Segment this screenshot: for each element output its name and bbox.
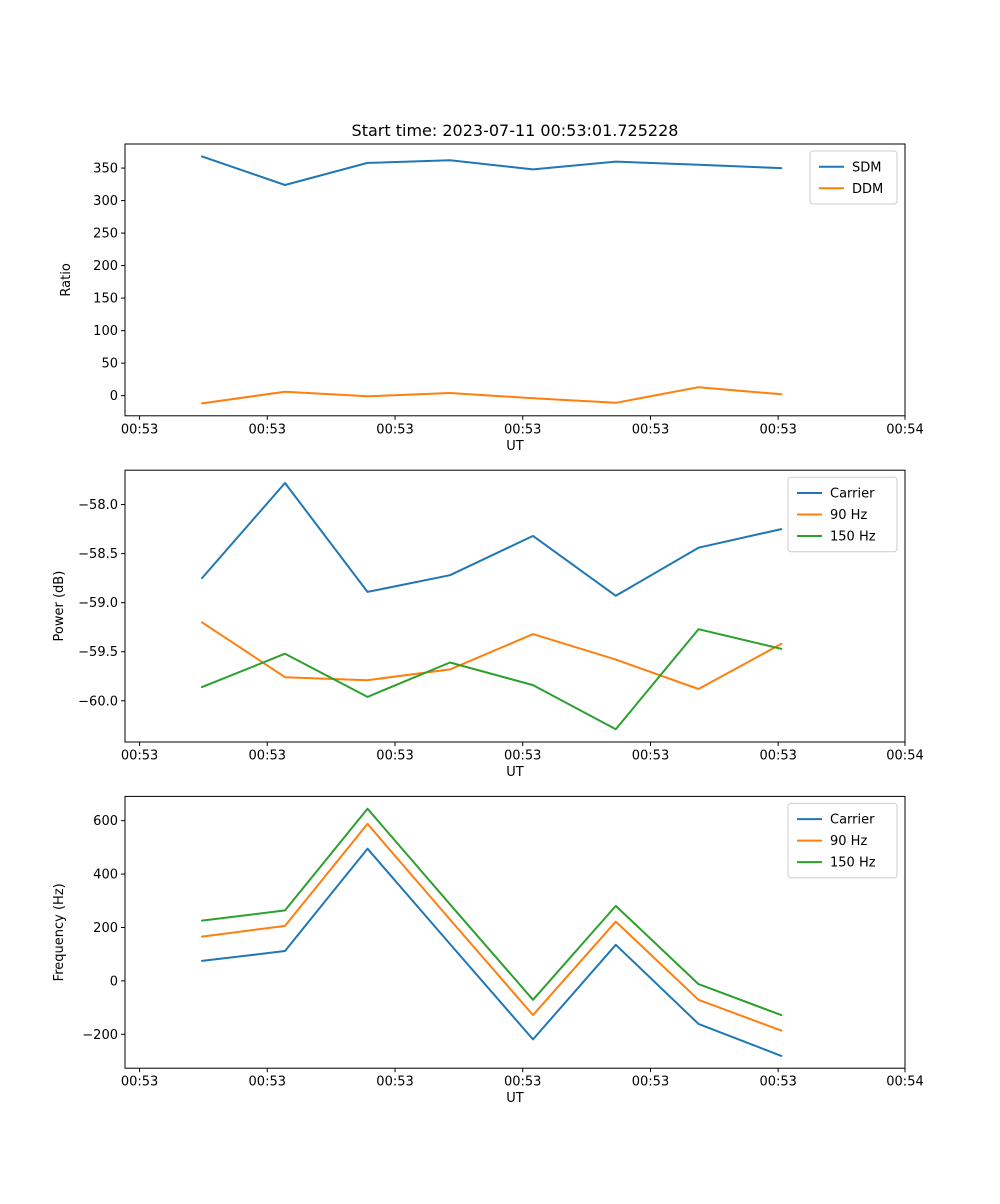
chart-1: 0 50 100 150 200 250 300 350 00:53 00:53 00:53 00:5…	[59, 143, 924, 454]
y-tick-label: −59.5	[78, 645, 118, 660]
legend-label: 150 Hz	[830, 856, 876, 871]
x-tick-label: 00:54	[886, 422, 923, 437]
legend: Carrier 90 Hz 150 Hz	[787, 802, 898, 879]
y-tick-label: −200	[82, 1028, 118, 1043]
legend-label: 150 Hz	[830, 529, 876, 544]
y-tick-label: 350	[93, 162, 118, 177]
90-hz-line	[201, 621, 783, 690]
x-tick-label: 00:53	[504, 1075, 541, 1090]
y-tick-label: 600	[93, 814, 118, 829]
x-tick-label: 00:53	[249, 1075, 286, 1090]
legend-label: Carrier	[830, 813, 875, 828]
ddm-line	[201, 386, 783, 405]
axes-frame	[124, 143, 906, 417]
x-tick-label: 00:54	[886, 749, 923, 764]
y-axis-label: Frequency (Hz)	[52, 883, 67, 981]
y-tick-label: −58.5	[78, 547, 118, 562]
150-hz-line	[201, 628, 783, 731]
x-tick-label: 00:53	[249, 749, 286, 764]
legend-box	[787, 802, 898, 879]
x-tick-label: 00:53	[504, 422, 541, 437]
y-tick-label: −60.0	[78, 694, 118, 709]
legend-label: 90 Hz	[830, 508, 867, 523]
y-tick-label: 300	[93, 194, 118, 209]
x-tick-label: 00:53	[632, 749, 669, 764]
y-tick-label: −58.0	[78, 498, 118, 513]
y-tick-label: 0	[110, 974, 118, 989]
x-axis-label: UT	[506, 765, 524, 780]
90-hz-line	[201, 822, 783, 1032]
legend-box	[787, 476, 898, 553]
x-tick-label: 00:53	[376, 1075, 413, 1090]
axes-frame	[124, 469, 906, 743]
axes-frame	[124, 795, 906, 1069]
legend: Carrier 90 Hz 150 Hz	[787, 476, 898, 553]
x-tick-label: 00:53	[121, 422, 158, 437]
legend-label: DDM	[852, 182, 883, 197]
y-tick-label: 150	[93, 292, 118, 307]
x-tick-label: 00:53	[121, 1075, 158, 1090]
chart-2: −58.0 −58.5 −59.0 −59.5 −60.0 00:53 00:53 00:53…	[52, 469, 924, 780]
x-tick-label: 00:53	[759, 749, 796, 764]
carrier-line	[201, 847, 783, 1057]
x-tick-label: 00:53	[632, 422, 669, 437]
y-tick-label: 200	[93, 259, 118, 274]
legend-label: Carrier	[830, 486, 875, 501]
x-tick-label: 00:53	[376, 422, 413, 437]
x-tick-label: 00:53	[632, 1075, 669, 1090]
x-tick-label: 00:53	[759, 1075, 796, 1090]
y-tick-label: 50	[101, 357, 118, 372]
figure-title: Start time: 2023-07-11 00:53:01.725228	[352, 121, 679, 140]
y-axis-label: Ratio	[59, 263, 74, 296]
x-tick-label: 00:53	[504, 749, 541, 764]
x-tick-label: 00:53	[376, 749, 413, 764]
y-tick-label: 0	[110, 389, 118, 404]
sdm-line	[201, 155, 783, 186]
y-tick-label: −59.0	[78, 596, 118, 611]
legend-label: 90 Hz	[830, 834, 867, 849]
y-axis-label: Power (dB)	[52, 571, 67, 642]
x-tick-label: 00:53	[121, 749, 158, 764]
x-tick-label: 00:53	[249, 422, 286, 437]
x-tick-label: 00:54	[886, 1075, 923, 1090]
charts-root: 0 50 100 150 200 250 300 350 00:53 00:53 00:53 00:5…	[52, 143, 924, 1106]
x-axis-label: UT	[506, 1091, 524, 1106]
legend-box	[809, 150, 898, 205]
legend-label: SDM	[852, 160, 881, 175]
x-axis-label: UT	[506, 439, 524, 454]
y-tick-label: 100	[93, 324, 118, 339]
y-tick-label: 200	[93, 921, 118, 936]
chart-3: −200 0 200 400 600 00:53 00:53 00:53 00:53 00:53 0…	[52, 795, 924, 1106]
y-tick-label: 400	[93, 868, 118, 883]
carrier-line	[201, 482, 783, 597]
y-tick-label: 250	[93, 227, 118, 242]
legend: SDM DDM	[809, 150, 898, 205]
150-hz-line	[201, 807, 783, 1017]
x-tick-label: 00:53	[759, 422, 796, 437]
